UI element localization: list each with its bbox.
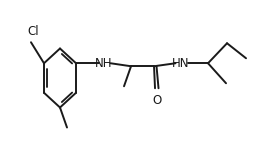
Text: HN: HN bbox=[172, 57, 190, 70]
Text: NH: NH bbox=[95, 57, 113, 70]
Text: Cl: Cl bbox=[27, 25, 39, 38]
Text: O: O bbox=[152, 94, 162, 107]
